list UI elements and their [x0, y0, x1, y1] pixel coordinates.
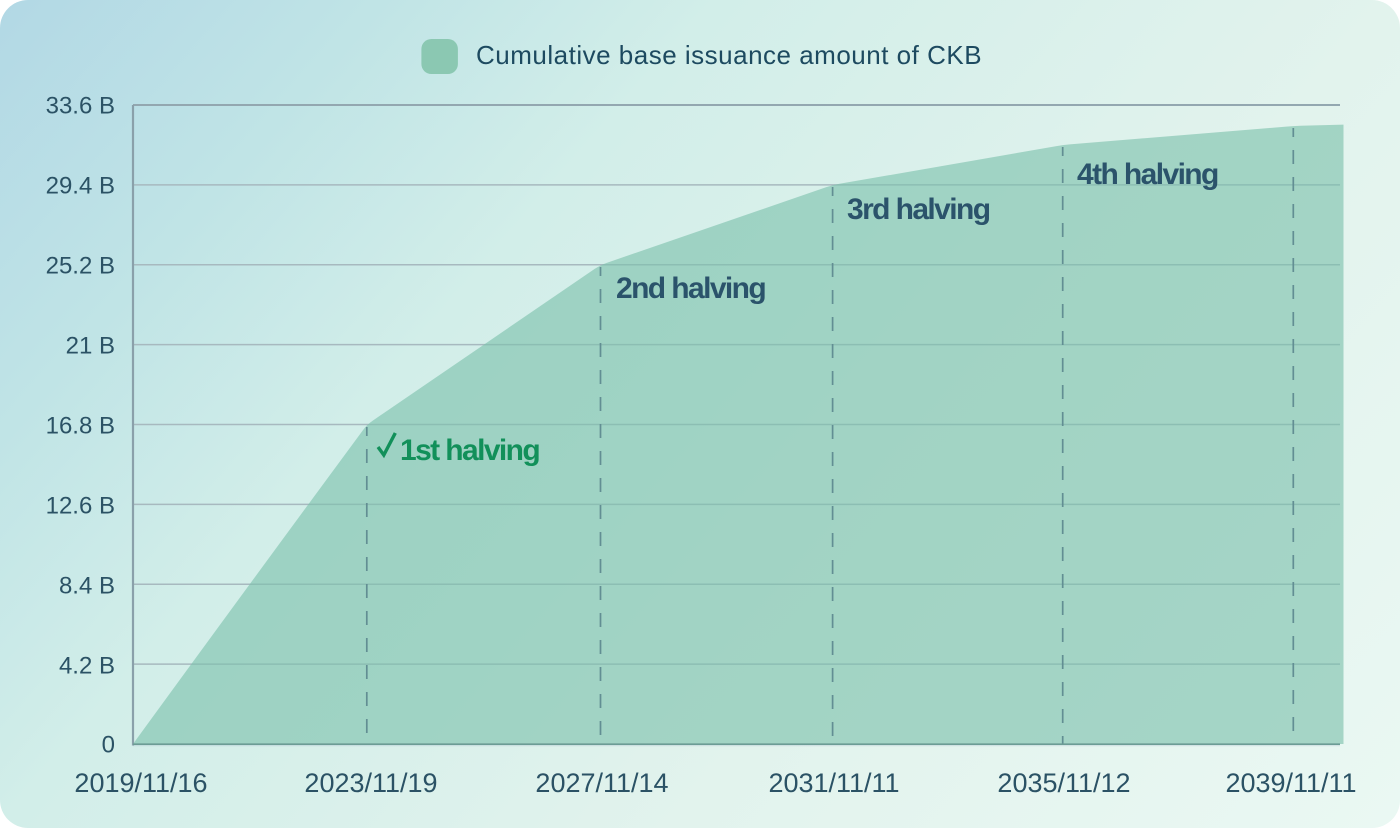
svg-text:0: 0 [102, 732, 115, 759]
svg-text:4th halving: 4th halving [1077, 158, 1218, 191]
svg-text:21 B: 21 B [66, 333, 115, 360]
svg-text:16.8 B: 16.8 B [46, 413, 115, 440]
svg-text:2019/11/16: 2019/11/16 [74, 768, 207, 798]
svg-text:2nd halving: 2nd halving [616, 272, 765, 305]
svg-text:1st halving: 1st halving [400, 434, 539, 467]
svg-text:2035/11/12: 2035/11/12 [997, 768, 1130, 798]
svg-text:2039/11/11: 2039/11/11 [1225, 768, 1356, 798]
svg-text:2031/11/11: 2031/11/11 [768, 768, 899, 798]
svg-text:2023/11/19: 2023/11/19 [304, 768, 437, 798]
svg-text:4.2 B: 4.2 B [59, 653, 115, 680]
svg-text:3rd halving: 3rd halving [847, 193, 990, 226]
svg-text:Cumulative base issuance amoun: Cumulative base issuance amount of CKB [476, 40, 982, 70]
svg-text:8.4 B: 8.4 B [59, 573, 115, 600]
svg-text:25.2 B: 25.2 B [46, 253, 115, 280]
svg-text:33.6 B: 33.6 B [46, 93, 115, 120]
svg-text:2027/11/14: 2027/11/14 [535, 768, 668, 798]
svg-text:29.4 B: 29.4 B [46, 173, 115, 200]
svg-text:12.6 B: 12.6 B [46, 493, 115, 520]
